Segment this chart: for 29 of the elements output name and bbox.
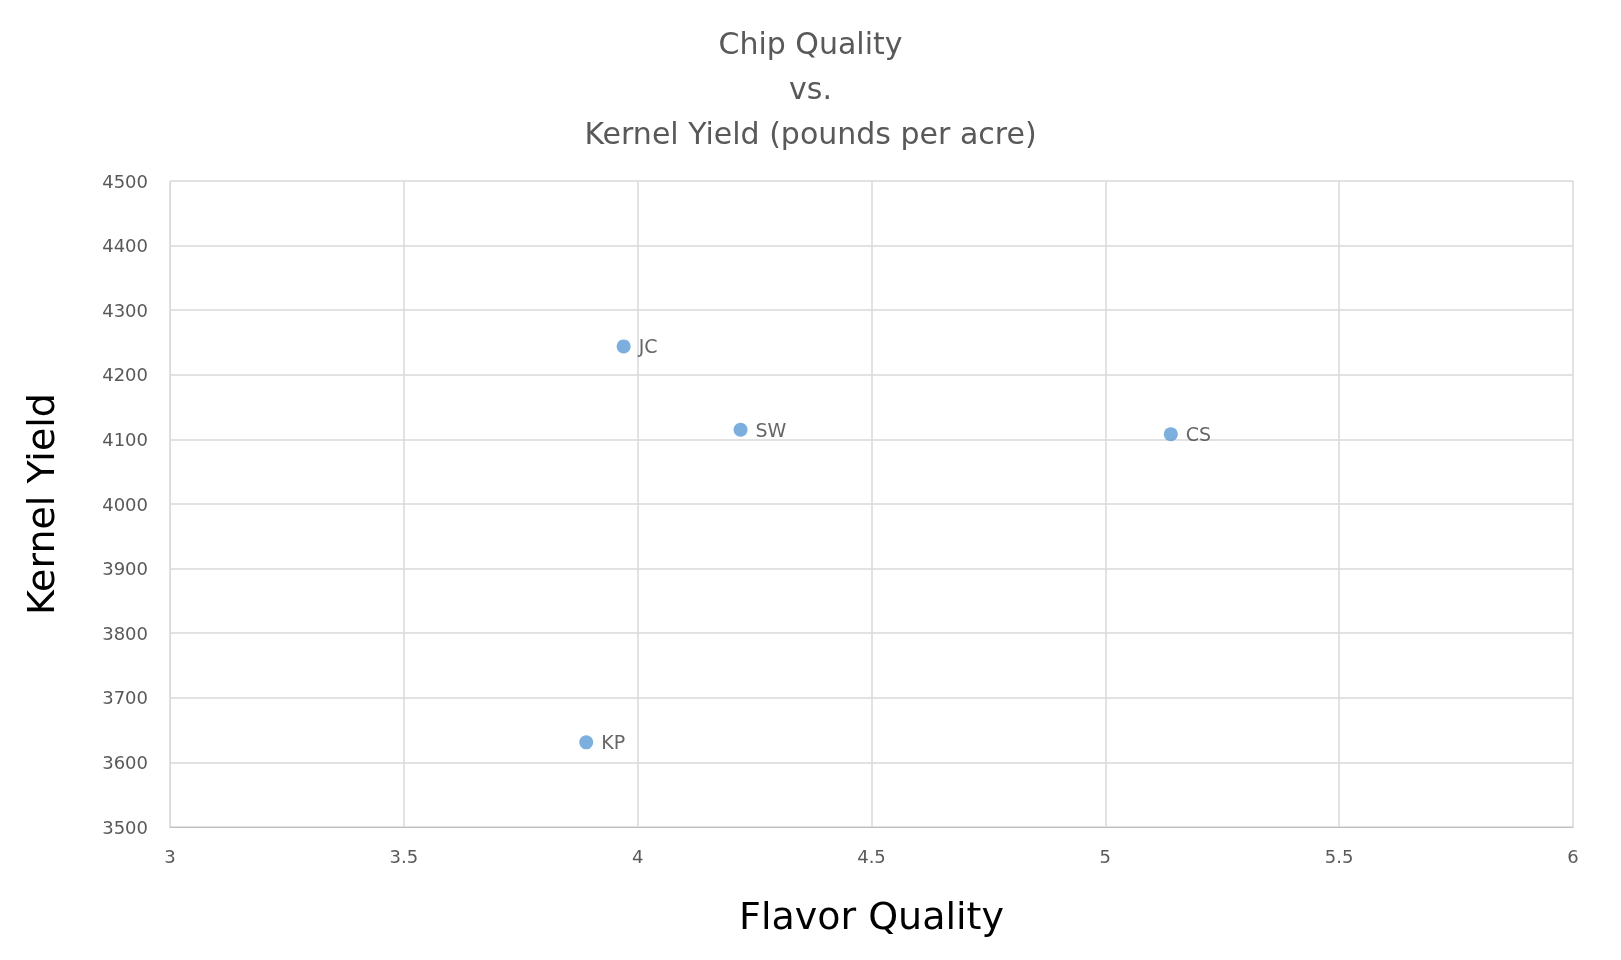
x-tick-label: 3.5 [389, 845, 419, 867]
x-tick-label: 5.5 [1324, 845, 1354, 867]
y-tick-label: 3600 [102, 751, 148, 773]
chart-title: Chip Quality vs. Kernel Yield (pounds per acre) [584, 26, 1037, 151]
y-tick-label: 4200 [102, 364, 148, 386]
x-tick-label: 4.5 [857, 845, 886, 867]
data-label: JC [637, 335, 658, 358]
x-tick-label: 3 [164, 845, 176, 867]
point [1163, 427, 1178, 442]
y-tick-label: 3500 [102, 816, 148, 838]
y-tick-label: 4000 [102, 493, 148, 515]
point [616, 339, 631, 354]
data-label: KP [601, 731, 626, 754]
point [579, 735, 594, 750]
y-axis-title: Kernel Yield [19, 393, 63, 615]
x-tick-label: 6 [1567, 845, 1579, 867]
x-tick-label: 4 [631, 845, 644, 867]
y-tick-label: 3900 [102, 558, 148, 580]
y-tick-label: 4300 [102, 299, 148, 321]
data-label: CS [1185, 423, 1212, 446]
y-tick-label: 4100 [102, 428, 148, 450]
y-tick-label: 3800 [102, 622, 148, 644]
y-tick-label: 3700 [102, 687, 148, 709]
point [733, 422, 748, 437]
data-label: SW [755, 418, 787, 441]
x-axis-title: Flavor Quality [739, 894, 1004, 938]
x-tick-label: 5 [1099, 845, 1112, 867]
y-tick-label: 4500 [102, 170, 148, 192]
y-tick-label: 4400 [102, 235, 148, 257]
